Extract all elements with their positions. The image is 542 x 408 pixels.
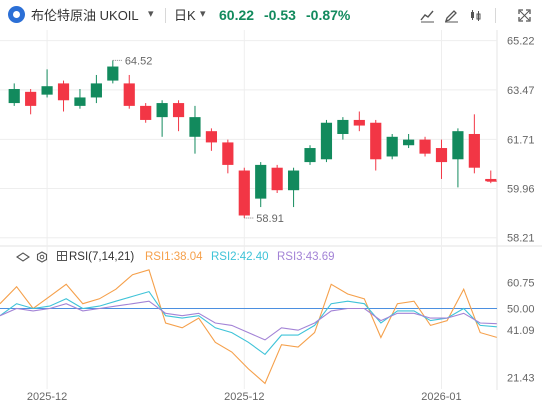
time-axis-label: 2025-12 [224, 391, 264, 403]
globe-icon [8, 6, 25, 23]
candle-down [271, 167, 283, 191]
rsi1-legend: RSI1:38.04 [145, 251, 203, 263]
rsi-axis-label: 21.43 [507, 373, 535, 385]
rsi-series-rsi3 [0, 300, 497, 341]
axes: 65.22 63.47 61.71 59.96 58.21 2025-12 2025-12 2… [27, 36, 535, 403]
chevron-down-icon[interactable]: ▾ [148, 8, 154, 20]
candle-down [172, 103, 185, 118]
symbol-name: 布伦特原油 [31, 8, 97, 23]
indicator-compare-icon[interactable] [467, 7, 484, 24]
line-chart-icon[interactable] [419, 7, 436, 24]
chevron-down-icon[interactable]: ▾ [200, 8, 206, 20]
candle-up [90, 83, 102, 98]
candle-down [238, 170, 250, 216]
symbol-code: UKOIL [99, 8, 139, 23]
candle-up [8, 89, 20, 104]
price-axis-label: 63.47 [507, 85, 535, 97]
candle-down [205, 131, 218, 143]
rsi-series-rsi2 [0, 290, 497, 356]
candle-down [485, 178, 497, 182]
price-axis-label: 61.71 [507, 134, 535, 146]
last-price: 60.22 [219, 7, 255, 23]
candle-up [304, 148, 316, 163]
candle-up [189, 117, 201, 137]
candle-down [222, 142, 234, 165]
candle-up [156, 103, 168, 118]
period-selector[interactable]: 日K [174, 8, 196, 23]
rsi2-legend: RSI2:42.40 [211, 251, 269, 263]
candle-up [386, 136, 398, 157]
toolbar-divider [495, 8, 496, 23]
rsi-axis-label: 41.09 [507, 325, 535, 337]
candle-up [287, 170, 300, 191]
candle-down [435, 148, 448, 163]
min-price-annotation: 58.91 [256, 213, 284, 225]
candle-up [320, 122, 333, 160]
price-axis-label: 58.21 [507, 233, 535, 245]
draw-pen-icon[interactable] [443, 7, 460, 24]
time-axis-label: 2025-12 [27, 391, 67, 403]
price-axis-label: 59.96 [507, 184, 535, 196]
candle-down [25, 91, 37, 106]
candle-up [452, 131, 464, 160]
candlestick-chart: 64.52 58.91 [8, 55, 497, 225]
candle-up [41, 86, 53, 95]
rsi3-legend: RSI3:43.69 [277, 251, 335, 263]
toolbar-divider [165, 8, 166, 23]
candle-down [468, 133, 480, 168]
settings-icon[interactable] [36, 250, 48, 268]
candle-down [370, 122, 382, 160]
candle-up [403, 139, 415, 146]
rsi-series-rsi1 [0, 269, 497, 385]
candle-up [337, 119, 349, 134]
max-price-annotation: 64.52 [125, 55, 153, 67]
rsi-indicator-label[interactable]: RSI(7,14,21) [69, 251, 135, 263]
price-axis-label: 65.22 [507, 36, 535, 48]
expand-icon[interactable] [516, 7, 533, 24]
rsi-axis-label: 50.00 [507, 303, 535, 315]
candle-up [107, 66, 119, 81]
rsi-axis-label: 60.75 [507, 278, 535, 290]
candle-up [255, 164, 267, 199]
candle-down [123, 83, 135, 106]
candle-down [57, 83, 70, 101]
price-change-percent: -0.87% [306, 7, 351, 23]
eye-icon[interactable] [16, 251, 30, 265]
price-change: -0.53 [264, 7, 296, 23]
indicator-icon[interactable] [57, 251, 67, 261]
candle-down [140, 105, 152, 120]
candle-up [74, 97, 86, 106]
candle-down [353, 119, 365, 126]
chart-toolbar: 布伦特原油 UKOIL ▾ 日K ▾ 60.22 -0.53 -0.87% [0, 0, 542, 30]
rsi-chart [0, 269, 497, 385]
candle-down [419, 139, 431, 154]
symbol-selector[interactable]: 布伦特原油 UKOIL [31, 8, 139, 23]
time-axis-label: 2026-01 [421, 391, 461, 403]
